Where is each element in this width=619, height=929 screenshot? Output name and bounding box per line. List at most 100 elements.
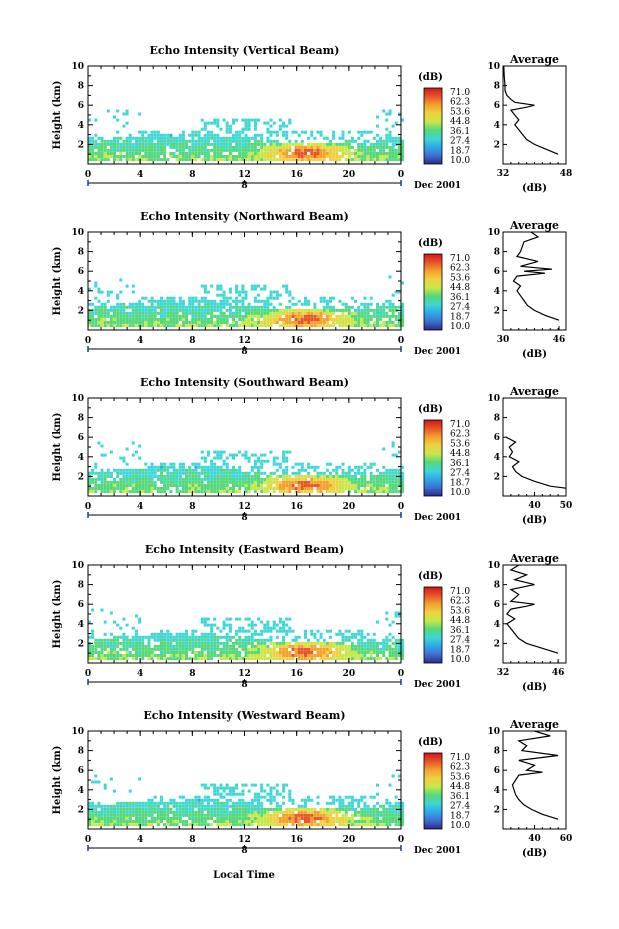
heatmap-cell [160,810,163,814]
heatmap-cell [376,308,379,312]
heatmap-cell [116,136,120,140]
heatmap-cell [213,651,217,654]
heatmap-cell [119,823,123,827]
heatmap-cell [160,817,163,820]
heatmap-cell [275,789,279,793]
heatmap-cell [391,139,395,143]
x-tick-label: 0 [398,502,404,512]
heatmap-cell [266,474,270,478]
heatmap-cell [206,817,210,820]
heatmap-cell [307,299,311,303]
heatmap-cell [241,792,245,796]
heatmap-cell [275,311,279,315]
heatmap-cell [291,477,295,481]
heatmap-cell [376,651,379,654]
heatmap-cell [319,318,323,321]
heatmap-cell [269,801,273,805]
heatmap-cell [210,305,214,309]
heatmap-cell [197,305,201,309]
heatmap-cell [247,635,251,639]
heatmap-cell [382,148,386,152]
heatmap-cell [188,311,192,315]
heatmap-cell [385,136,389,140]
panel-title: Echo Intensity (Westward Beam) [143,709,345,722]
heatmap-cell [300,152,304,155]
heatmap-cell [266,155,270,158]
heatmap-cell [260,148,264,152]
heatmap-cell [266,302,270,306]
heatmap-cell [185,629,188,633]
heatmap-cell [213,786,217,790]
heatmap-cell [285,314,289,318]
heatmap-cell [397,651,401,654]
heatmap-cell [238,813,242,817]
heatmap-cell [91,158,95,162]
heatmap-cell [235,305,239,309]
heatmap-cell [235,468,239,472]
heatmap-cell [341,638,345,642]
heatmap-cell [250,817,254,820]
heatmap-cell [175,490,179,494]
heatmap-cell [97,654,101,657]
heatmap-cell [147,148,151,152]
heatmap-cell [166,474,170,478]
heatmap-cell [197,810,201,814]
heatmap-cell [401,321,404,324]
heatmap-cell [225,798,229,802]
profile-line [503,65,559,155]
heatmap-cell [109,632,113,636]
heatmap-cell [272,305,276,309]
heatmap-cell [376,644,379,648]
heatmap-cell [97,142,101,146]
heatmap-cell [228,623,232,627]
heatmap-cell [138,142,142,146]
heatmap-cell [94,133,98,137]
heatmap-cell [216,820,220,823]
heatmap-cell [322,318,326,321]
heatmap-cell [247,314,251,318]
heatmap-cell [197,462,201,466]
heatmap-cell [238,641,242,645]
heatmap-cell [200,299,204,303]
heatmap-cell [300,477,304,481]
heatmap-cell [357,136,361,140]
heatmap-cell [97,477,101,481]
heatmap-cell [322,807,326,811]
heatmap-cell [235,617,239,621]
heatmap-cell [185,813,188,817]
heatmap-cell [206,807,210,811]
heatmap-cell [109,804,113,808]
heatmap-cell [232,474,235,478]
heatmap-cell [144,804,148,808]
heatmap-cell [341,477,345,481]
heatmap-cell [206,450,210,454]
heatmap-cell [329,471,332,475]
heatmap-cell [319,155,323,158]
heatmap-cell [338,801,342,805]
heatmap-cell [219,127,223,131]
heatmap-cell [322,480,326,484]
heatmap-cell [238,487,242,490]
heatmap-cell [394,324,398,328]
heatmap-cell [372,657,376,661]
heatmap-cell [257,148,260,152]
heatmap-cell [269,487,273,490]
heatmap-cell [388,308,392,312]
heatmap-cell [225,484,229,487]
heatmap-cell [122,632,126,636]
heatmap-cell [250,807,254,811]
heatmap-cell [144,136,148,140]
heatmap-cell [250,654,254,657]
heatmap-cell [282,635,286,639]
heatmap-cell [116,324,120,328]
heatmap-cell [344,487,348,490]
heatmap-cell [222,305,226,309]
heatmap-cell [335,318,339,321]
heatmap-cell [310,314,314,318]
heatmap-cell [153,635,157,639]
heatmap-cell [300,158,304,162]
heatmap-cell [150,477,154,481]
heatmap-cell [166,299,170,303]
heatmap-cell [310,158,314,162]
heatmap-cell [200,480,204,484]
